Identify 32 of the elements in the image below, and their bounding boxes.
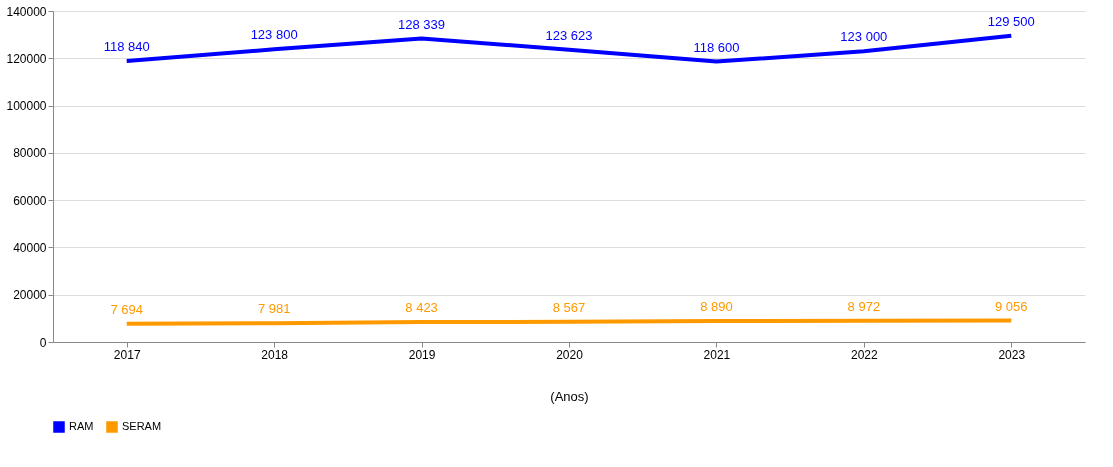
data-label: 8 972: [847, 298, 881, 314]
x-tick-label: 2022: [851, 347, 879, 362]
data-label: 7 694: [110, 301, 143, 317]
data-label: 123 623: [545, 27, 593, 43]
x-tick-label: 2018: [261, 347, 289, 362]
y-tick-label: 40000: [13, 240, 47, 255]
data-label: 118 840: [103, 39, 150, 55]
y-tick-label: 20000: [13, 288, 47, 303]
legend-label: RAM: [69, 420, 94, 432]
x-tick-label: 2017: [113, 347, 141, 362]
data-label: 129 500: [987, 13, 1035, 29]
y-tick-label: 100000: [6, 99, 47, 114]
data-label: 118 600: [693, 39, 740, 55]
y-tick-label: 60000: [13, 193, 47, 208]
data-label: 7 981: [257, 301, 291, 317]
y-tick-label: 120000: [6, 51, 47, 66]
y-tick-label: 80000: [13, 146, 47, 161]
data-label: 123 800: [250, 27, 298, 43]
x-axis-title: (Anos): [550, 388, 589, 404]
x-tick-label: 2020: [556, 347, 584, 362]
data-label: 8 567: [552, 299, 586, 315]
data-label: 8 890: [700, 298, 733, 314]
legend-label: SERAM: [122, 420, 162, 432]
data-label: 9 056: [995, 298, 1028, 314]
data-label: 128 339: [398, 16, 446, 32]
y-tick-label: 0: [39, 335, 47, 350]
x-tick-label: 2023: [998, 347, 1026, 362]
x-tick-label: 2021: [703, 347, 731, 362]
y-tick-label: 140000: [6, 4, 47, 19]
data-label: 123 000: [840, 29, 888, 45]
data-label: 8 423: [405, 300, 438, 316]
x-tick-label: 2019: [408, 347, 436, 362]
